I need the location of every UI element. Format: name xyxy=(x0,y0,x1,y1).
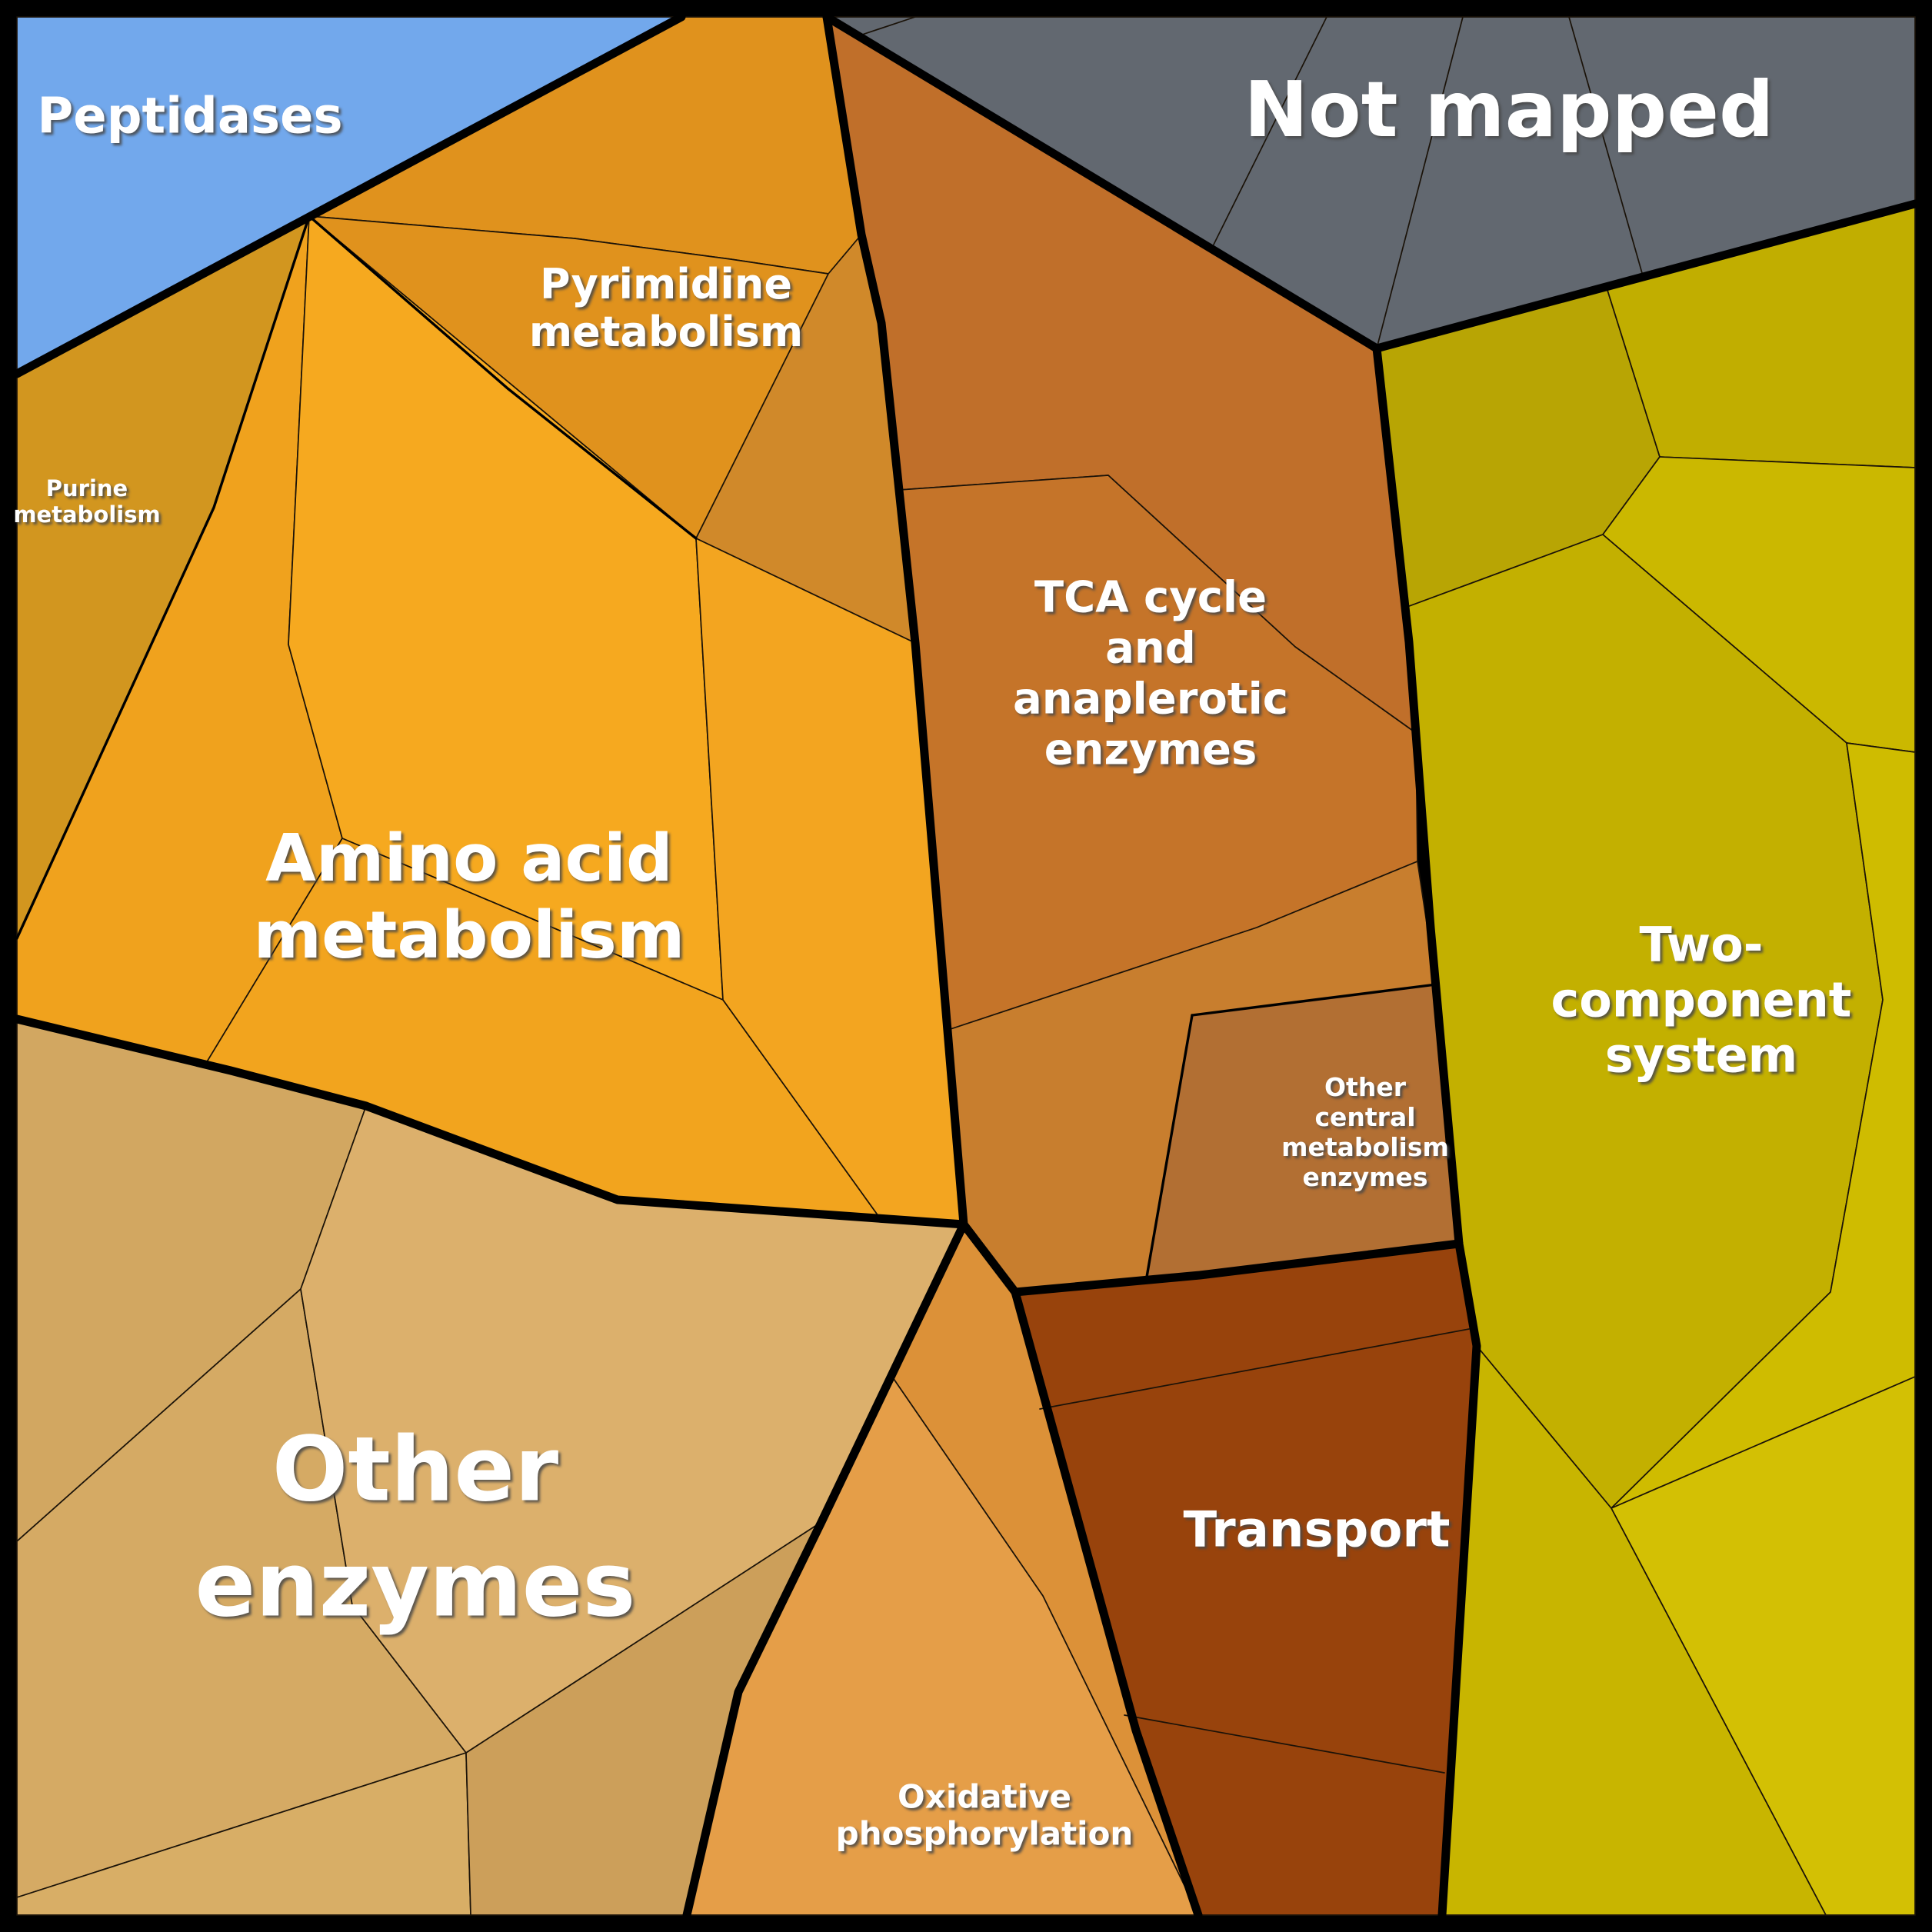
region-labels: Peptidases Not mapped Pyrimidine metabolism… xyxy=(13,65,1851,1853)
cell-boundaries xyxy=(854,16,1643,1774)
label-other-central: Other central metabolism enzymes xyxy=(1281,1072,1449,1192)
label-not-mapped: Not mapped xyxy=(1244,65,1774,155)
label-purine: Purine metabolism xyxy=(13,475,160,528)
border-tca-bottom xyxy=(959,1220,1464,1297)
border-transport-left xyxy=(1011,1287,1203,1920)
label-peptidases: Peptidases xyxy=(37,88,342,145)
line-transport-1 xyxy=(1039,1328,1470,1410)
group-boundaries xyxy=(12,12,1920,1920)
label-transport: Transport xyxy=(1184,1501,1451,1558)
border-peptidases xyxy=(12,12,686,378)
label-oxphos: Oxidative phosphorylation xyxy=(836,1778,1134,1853)
border-otherenzymes-top xyxy=(12,1014,968,1229)
border-tca-right xyxy=(1372,344,1464,1248)
label-amino: Amino acid metabolism xyxy=(254,821,685,974)
label-other-enzymes: Other enzymes xyxy=(195,1418,636,1637)
line-notmapped-3 xyxy=(1376,16,1464,349)
border-tca-left xyxy=(822,12,968,1229)
border-transport-right xyxy=(1437,1239,1481,1920)
border-othercentral-2 xyxy=(1144,1014,1194,1283)
label-pyrimidine: Pyrimidine metabolism xyxy=(529,260,803,356)
label-tca: TCA cycle and anaplerotic enzymes xyxy=(1013,573,1288,775)
border-notmapped-right xyxy=(1372,199,1920,353)
subgroup-boundaries xyxy=(15,215,1437,1283)
line-notmapped-4 xyxy=(1568,16,1643,274)
border-purine-amino xyxy=(15,215,311,940)
border-notmapped-left xyxy=(822,12,1381,353)
line-notmapped-2 xyxy=(1213,16,1327,245)
label-two-component: Two-component system xyxy=(1551,917,1852,1084)
border-otherenzymes-ox xyxy=(682,1220,968,1920)
line-transport-2 xyxy=(1124,1714,1445,1774)
border-pyrimidine-amino xyxy=(308,215,698,540)
line-notmapped-1 xyxy=(854,16,916,38)
treemap-cells xyxy=(16,16,1916,1916)
border-othercentral-1 xyxy=(1191,983,1437,1017)
